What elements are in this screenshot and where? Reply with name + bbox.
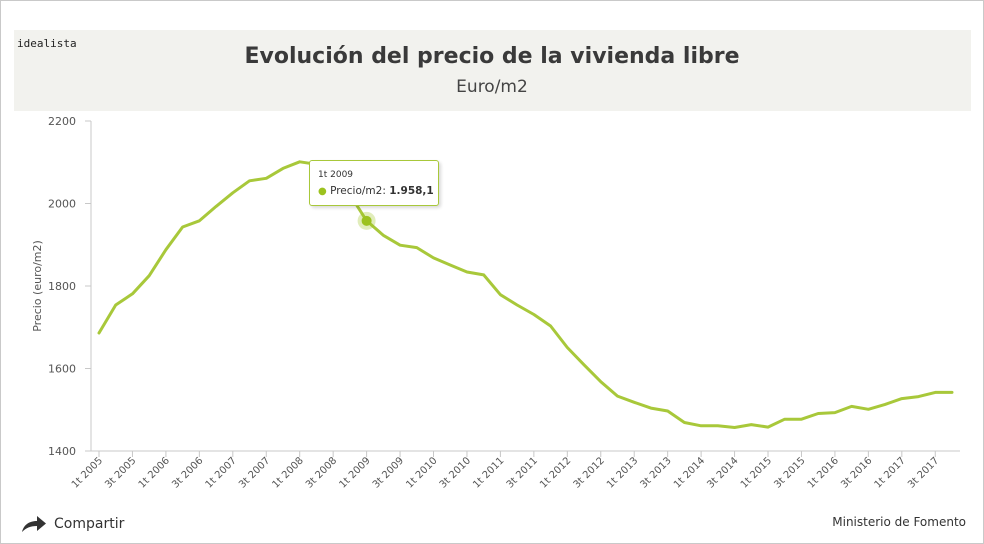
y-tick-label: 2000 bbox=[48, 198, 76, 211]
x-tick-label: 1t 2017 bbox=[873, 455, 908, 490]
x-tick-label: 3t 2014 bbox=[705, 455, 740, 490]
x-tick-label: 3t 2013 bbox=[638, 455, 673, 490]
series-line-group bbox=[97, 160, 954, 429]
chart-axes bbox=[85, 120, 960, 457]
tooltip-series-label: Precio/m2: bbox=[330, 185, 386, 197]
share-label: Compartir bbox=[54, 516, 125, 532]
tooltip-header: 1t 2009 bbox=[318, 170, 354, 180]
x-tick-label: 1t 2006 bbox=[137, 455, 172, 490]
x-tick-label: 3t 2012 bbox=[572, 455, 607, 490]
chart-subtitle: Euro/m2 bbox=[456, 77, 528, 97]
x-tick-label: 1t 2005 bbox=[70, 455, 105, 490]
share-arrow-icon bbox=[22, 516, 46, 532]
y-tick-label: 1400 bbox=[48, 445, 76, 458]
y-axis-label: Precio (euro/m2) bbox=[31, 240, 44, 332]
y-tick-label: 2200 bbox=[48, 115, 76, 128]
y-tick-labels: 1400 1600 1800 2000 2200 bbox=[48, 115, 76, 458]
x-tick-label: 1t 2016 bbox=[806, 455, 841, 490]
x-tick-label: 3t 2010 bbox=[438, 455, 473, 490]
chart-title: Evolución del precio de la vivienda libr… bbox=[244, 44, 740, 69]
series-line bbox=[97, 160, 954, 429]
data-tooltip: 1t 2009 ● Precio/m2: 1.958,1 bbox=[309, 160, 439, 206]
brand-logo: idealista bbox=[17, 37, 77, 50]
x-tick-label: 3t 2008 bbox=[304, 455, 339, 490]
x-tick-label: 3t 2011 bbox=[505, 455, 540, 490]
x-tick-label: 3t 2015 bbox=[772, 455, 807, 490]
highlight-point[interactable] bbox=[361, 215, 372, 226]
x-tick-label: 1t 2015 bbox=[739, 455, 774, 490]
x-tick-label: 1t 2009 bbox=[337, 455, 372, 490]
share-button[interactable]: Compartir bbox=[20, 514, 124, 534]
x-tick-label: 1t 2008 bbox=[271, 455, 306, 490]
x-tick-label: 1t 2011 bbox=[471, 455, 506, 490]
source-credit: Ministerio de Fomento bbox=[832, 515, 966, 529]
x-tick-label: 3t 2017 bbox=[906, 455, 941, 490]
x-tick-label: 3t 2007 bbox=[237, 455, 272, 490]
x-tick-label: 3t 2005 bbox=[103, 455, 138, 490]
x-tick-label: 3t 2016 bbox=[839, 455, 874, 490]
x-tick-label: 1t 2012 bbox=[538, 455, 573, 490]
chart-header bbox=[14, 30, 971, 111]
tooltip-value: 1.958,1 bbox=[389, 185, 434, 197]
x-tick-label: 1t 2013 bbox=[605, 455, 640, 490]
series-dot-icon: ● bbox=[318, 186, 327, 197]
x-tick-label: 1t 2010 bbox=[404, 455, 439, 490]
x-tick-label: 3t 2009 bbox=[371, 455, 406, 490]
x-tick-label: 1t 2007 bbox=[204, 455, 239, 490]
x-tick-label: 1t 2014 bbox=[672, 455, 707, 490]
y-tick-label: 1800 bbox=[48, 280, 76, 293]
y-tick-label: 1600 bbox=[48, 363, 76, 376]
x-tick-label: 3t 2006 bbox=[170, 455, 205, 490]
tooltip-row: ● Precio/m2: 1.958,1 bbox=[318, 185, 434, 197]
